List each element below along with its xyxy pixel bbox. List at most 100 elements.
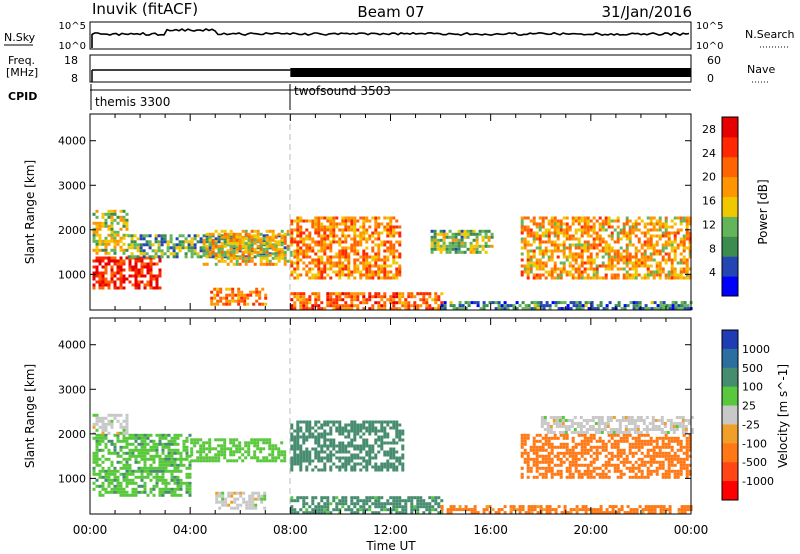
heatmap-cell [143, 283, 147, 287]
heatmap-cell [658, 228, 662, 232]
heatmap-cell [616, 439, 620, 443]
heatmap-cell [215, 494, 219, 498]
heatmap-cell [594, 422, 598, 425]
heatmap-cell [475, 235, 479, 239]
heatmap-cell [541, 442, 545, 446]
heatmap-cell [687, 422, 691, 425]
heatmap-cell [616, 433, 620, 437]
heatmap-cell [563, 508, 567, 512]
heatmap-cell [401, 462, 405, 466]
heatmap-cell [526, 469, 530, 473]
heatmap-cell [678, 425, 682, 428]
heatmap-cell [556, 234, 560, 238]
heatmap-cell [158, 268, 162, 272]
heatmap-cell [125, 481, 129, 485]
heatmap-cell [395, 261, 399, 265]
heatmap-cell [619, 258, 623, 262]
heatmap-cell [210, 296, 214, 300]
heatmap-cell [524, 511, 528, 515]
heatmap-cell [264, 302, 268, 306]
heatmap-cell [628, 252, 632, 256]
heatmap-cell [116, 268, 120, 272]
heatmap-cell [452, 304, 456, 308]
heatmap-cell [116, 271, 120, 275]
heatmap-cell [296, 435, 300, 439]
heatmap-cell [173, 463, 177, 467]
heatmap-cell [359, 429, 363, 433]
heatmap-cell [146, 433, 150, 437]
heatmap-cell [146, 469, 150, 473]
heatmap-cell [119, 239, 123, 243]
heatmap-cell [122, 457, 126, 461]
heatmap-cell [98, 256, 102, 260]
heatmap-cell [613, 252, 617, 256]
heatmap-cell [679, 228, 683, 232]
heatmap-cell [607, 457, 611, 461]
heatmap-cell [113, 283, 117, 287]
heatmap-cell [184, 237, 188, 241]
heatmap-cell [457, 244, 461, 248]
heatmap-cell [637, 439, 641, 443]
heatmap-cell [482, 304, 486, 308]
freq-block [290, 68, 691, 77]
heatmap-cell [589, 276, 593, 280]
heatmap-cell [640, 261, 644, 265]
heatmap-cell [445, 244, 449, 248]
heatmap-cell [685, 258, 689, 262]
heatmap-cell [356, 258, 360, 262]
heatmap-cell [606, 425, 610, 428]
heatmap-cell [332, 216, 336, 220]
heatmap-cell [377, 270, 381, 274]
heatmap-cell [356, 502, 360, 506]
heatmap-cell [640, 475, 644, 479]
heatmap-cell [583, 276, 587, 280]
heatmap-cell [332, 261, 336, 265]
heatmap-cell [283, 456, 287, 460]
heatmap-cell [170, 439, 174, 443]
heatmap-cell [670, 448, 674, 452]
heatmap-cell [550, 231, 554, 235]
heatmap-cell [467, 304, 471, 308]
heatmap-cell [265, 250, 269, 254]
heatmap-cell [290, 468, 294, 472]
heatmap-cell [645, 428, 649, 431]
heatmap-cell [113, 445, 117, 449]
heatmap-cell [526, 240, 530, 244]
heatmap-cell [670, 267, 674, 271]
heatmap-cell [104, 475, 108, 479]
heatmap-cell [323, 511, 327, 515]
heatmap-cell [526, 243, 530, 247]
heatmap-cell [314, 292, 318, 296]
heatmap-cell [625, 237, 629, 241]
heatmap-cell [543, 419, 547, 422]
heatmap-cell [219, 296, 223, 300]
heatmap-cell [637, 463, 641, 467]
heatmap-cell [443, 307, 447, 311]
heatmap-cell [526, 216, 530, 220]
heatmap-cell [568, 460, 572, 464]
heatmap-cell [401, 292, 405, 296]
heatmap-cell [136, 249, 140, 253]
heatmap-cell [193, 441, 197, 445]
heatmap-cell [673, 457, 677, 461]
heatmap-cell [305, 423, 309, 427]
heatmap-cell [446, 508, 450, 512]
heatmap-cell [164, 436, 168, 440]
heatmap-cell [240, 296, 244, 300]
heatmap-cell [573, 416, 577, 419]
heatmap-cell [104, 218, 108, 222]
heatmap-cell [290, 456, 294, 460]
heatmap-cell [374, 429, 378, 433]
heatmap-cell [190, 252, 194, 256]
heatmap-cell [283, 262, 287, 266]
heatmap-cell [293, 304, 297, 308]
heatmap-cell [583, 225, 587, 229]
heatmap-cell [98, 457, 102, 461]
heatmap-cell [293, 240, 297, 244]
heatmap-cell [395, 429, 399, 433]
heatmap-cell [658, 261, 662, 265]
heatmap-cell [163, 237, 167, 241]
heatmap-cell [314, 496, 318, 500]
heatmap-cell [640, 439, 644, 443]
heatmap-cell [338, 298, 342, 302]
